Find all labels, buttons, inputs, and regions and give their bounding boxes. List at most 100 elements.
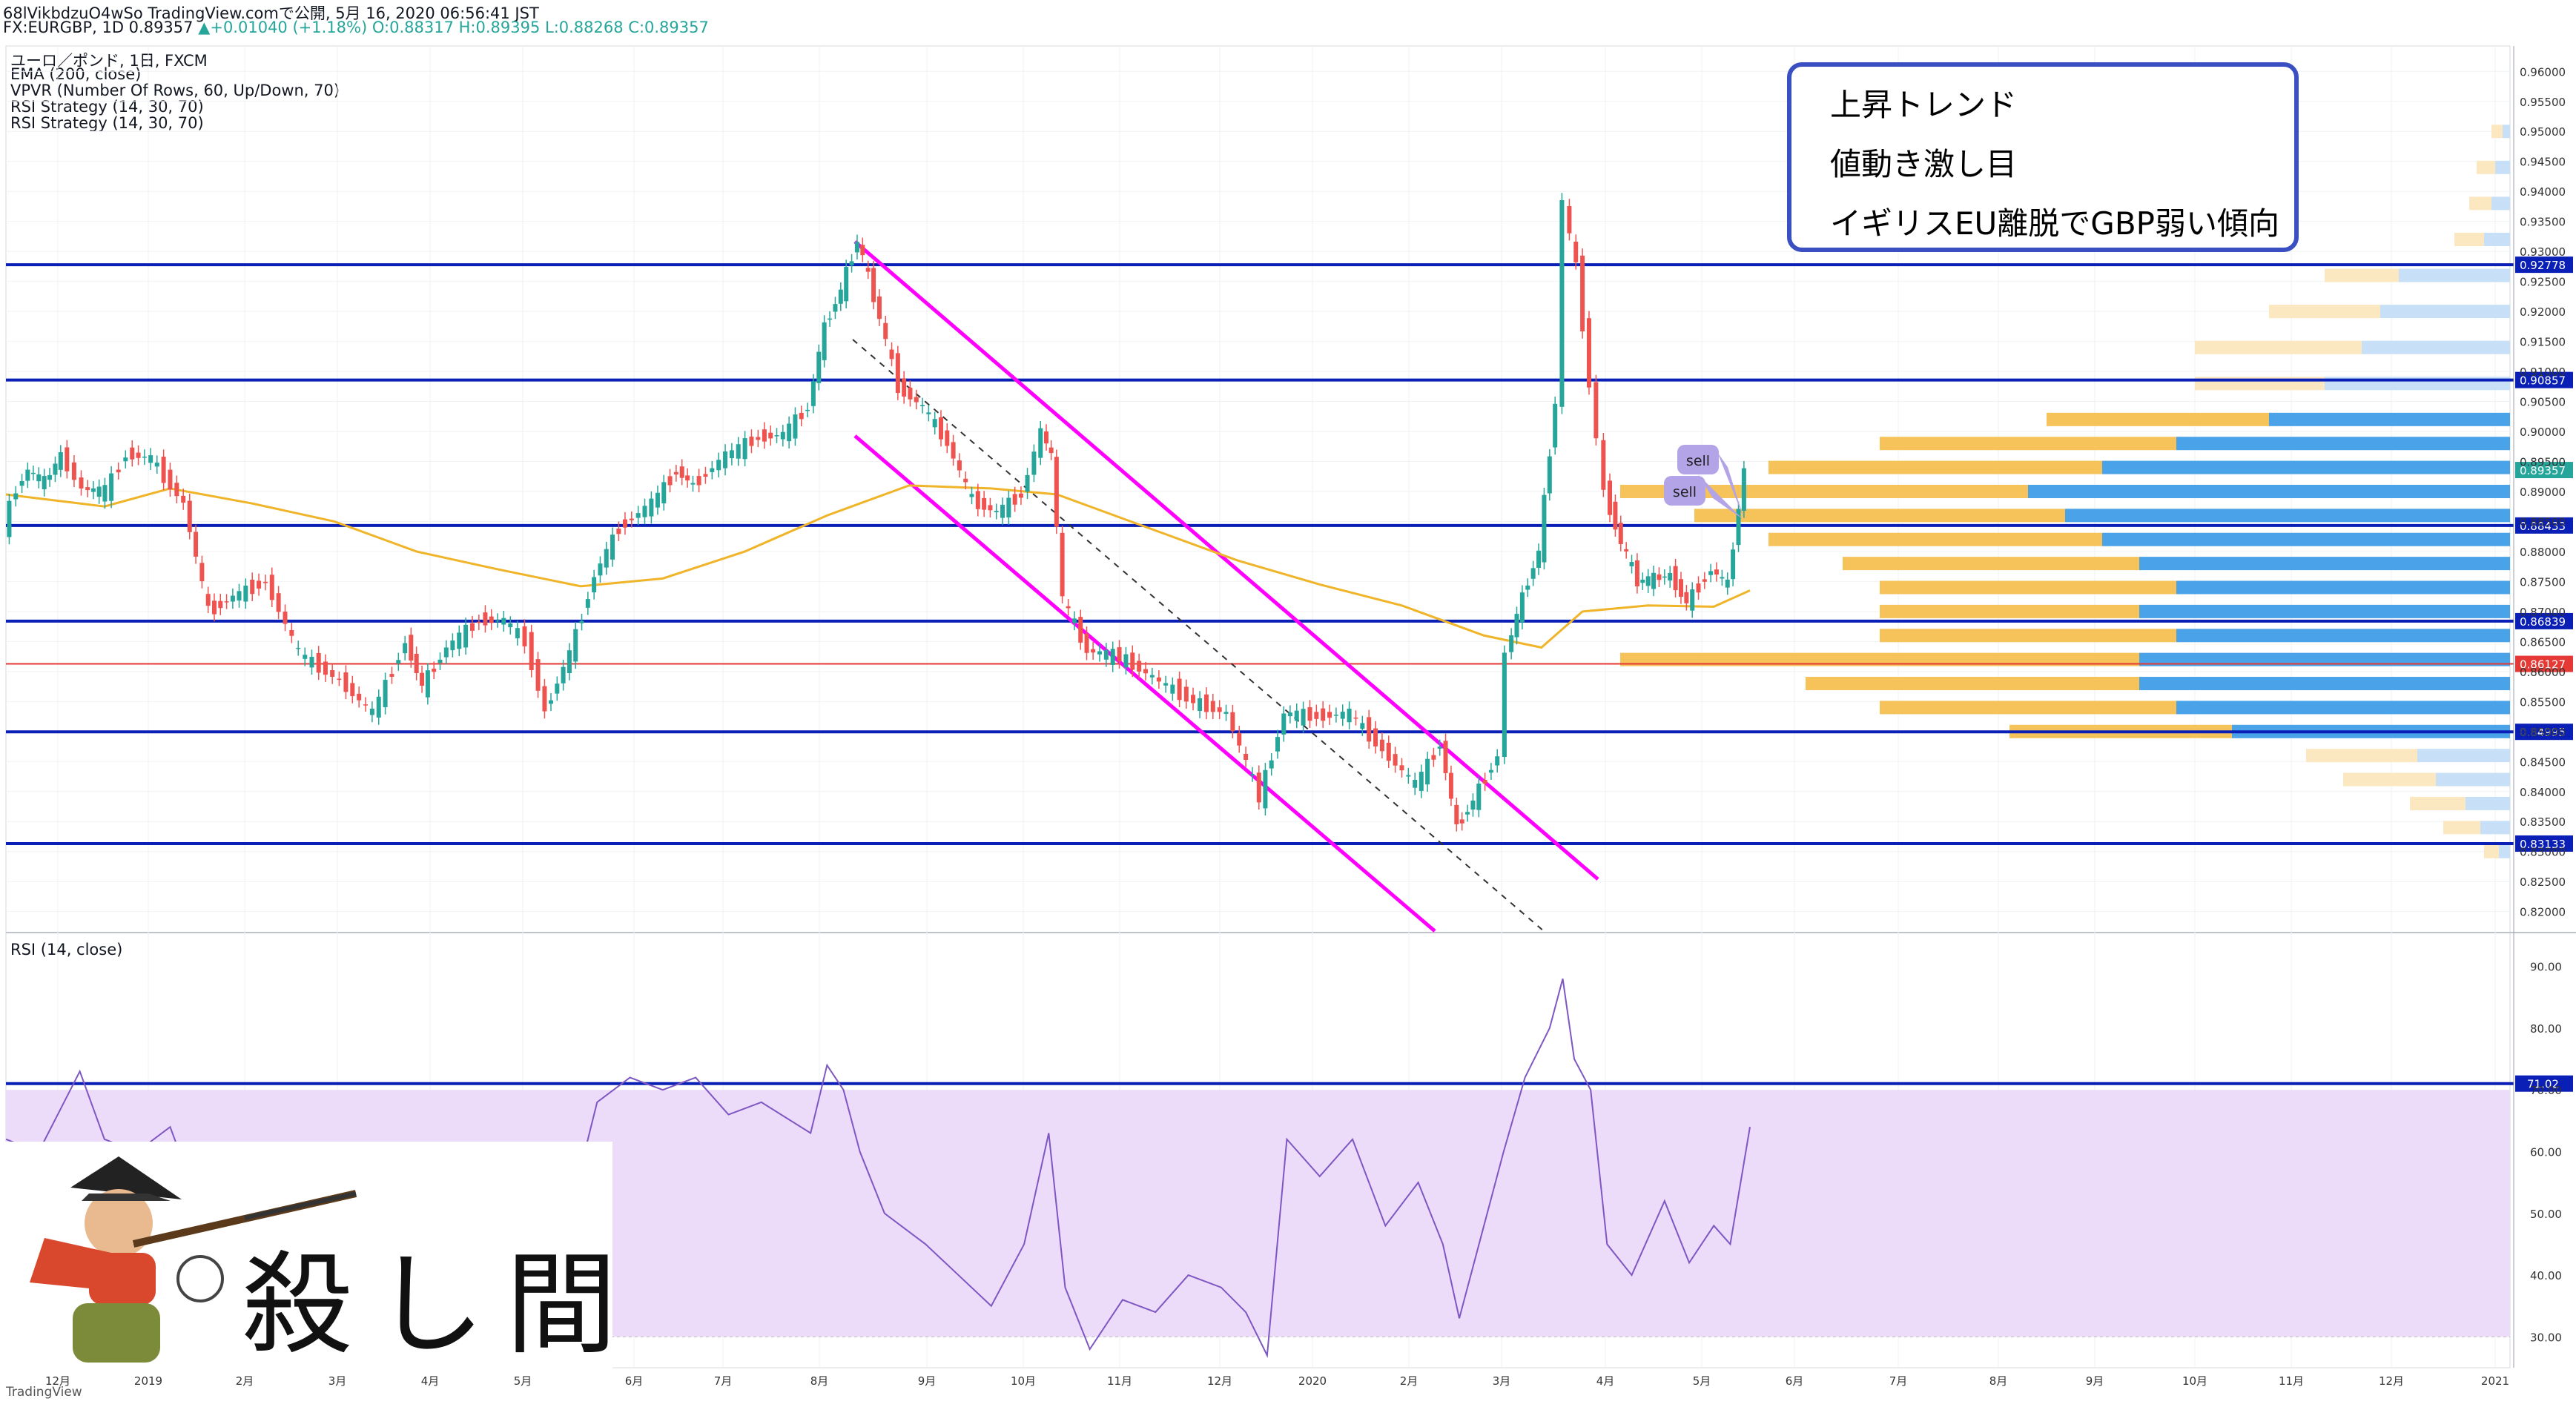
time-tick-label: 2月	[1400, 1374, 1419, 1388]
candle-body	[1509, 635, 1514, 652]
price-tick-label: 0.89500	[2520, 455, 2566, 469]
candle-body	[1613, 501, 1618, 530]
indicator-legend-4[interactable]: RSI Strategy (14, 30, 70)	[10, 114, 204, 132]
candle-body	[1525, 585, 1530, 590]
candle-body	[1594, 382, 1599, 439]
note-line: 値動き激し目	[1830, 146, 2018, 182]
rsi-tick-label: 50.00	[2530, 1208, 2562, 1221]
candle-body	[1137, 661, 1142, 672]
candle-body	[1084, 633, 1089, 653]
candle-body	[1244, 753, 1249, 761]
volume-bar-down	[2503, 125, 2510, 139]
candle-body	[1448, 772, 1453, 799]
tradingview-footer[interactable]: TradingView	[6, 1385, 82, 1400]
candle-body	[1708, 571, 1714, 575]
candle-body	[508, 623, 513, 628]
candle-body	[337, 678, 342, 681]
level-tag	[2515, 256, 2573, 274]
candle-body	[982, 497, 987, 510]
candle-body	[604, 549, 609, 568]
time-tick-label: 9月	[2086, 1374, 2104, 1388]
level-tag-label: 0.83133	[2520, 838, 2566, 851]
volume-bar-down	[2232, 724, 2510, 738]
candle-body	[1281, 713, 1287, 735]
time-tick-label: 3月	[1493, 1374, 1511, 1388]
candle-body	[174, 483, 179, 497]
candle-body	[1294, 710, 1299, 721]
samurai-icon: 殺し間	[30, 1156, 617, 1370]
indicator-legend-3[interactable]: RSI Strategy (14, 30, 70)	[10, 98, 204, 116]
time-tick-label: 10月	[2182, 1374, 2207, 1388]
candle-body	[1018, 493, 1023, 498]
volume-bar-up	[2469, 196, 2491, 211]
candle-body	[53, 463, 58, 475]
candle-body	[573, 629, 578, 662]
volume-bar-up	[2306, 749, 2417, 763]
candle-body	[529, 632, 534, 671]
time-tick-label: 5月	[1693, 1374, 1711, 1388]
candle-body	[96, 486, 102, 497]
candle-body	[756, 437, 761, 440]
price-tick-label: 0.94000	[2520, 185, 2566, 199]
candle-body	[642, 506, 647, 517]
volume-bar-down	[2466, 796, 2510, 810]
price-tick-label: 0.86500	[2520, 635, 2566, 649]
sell-badge	[1677, 445, 1719, 474]
annotation-note: 上昇トレンド 値動き激し目 イギリスEU離脱でGBP弱い傾向	[1787, 62, 2299, 252]
candle-body	[742, 438, 747, 460]
candle-body	[690, 483, 696, 485]
volume-bar-up	[1880, 629, 2176, 643]
candle-body	[592, 577, 597, 592]
time-tick-label: 8月	[810, 1374, 829, 1388]
volume-bar-up	[2343, 772, 2436, 787]
channel-upper-line	[853, 240, 1599, 881]
price-tick-label: 0.94500	[2520, 156, 2566, 169]
candle-body	[1459, 819, 1464, 824]
candle-body	[1542, 494, 1547, 563]
time-tick-label: 10月	[1011, 1374, 1036, 1388]
candle-body	[1720, 577, 1725, 579]
candle-body	[457, 632, 462, 649]
candle-body	[655, 492, 660, 508]
candle-body	[262, 581, 268, 583]
candle-body	[805, 409, 810, 411]
candle-body	[1488, 769, 1493, 773]
time-tick-label: 12月	[1207, 1374, 1232, 1388]
price-change: ▲+0.01040 (+1.18%)	[198, 19, 368, 36]
price-tick-label: 0.92500	[2520, 276, 2566, 289]
volume-bar-down	[2495, 160, 2510, 174]
candle-body	[1482, 779, 1487, 784]
candle-body	[1601, 440, 1606, 490]
candle-body	[1060, 532, 1065, 597]
volume-bar-down	[2176, 580, 2510, 595]
candle-body	[1223, 712, 1229, 714]
candle-body	[1470, 800, 1476, 810]
candle-body	[1031, 451, 1037, 475]
candle-body	[1263, 769, 1268, 809]
volume-bar-up	[1620, 652, 2139, 666]
indicator-legend-2[interactable]: VPVR (Number Of Rows, 60, Up/Down, 70)	[10, 82, 340, 99]
candle-body	[1038, 428, 1043, 458]
volume-bar-up	[1768, 460, 2102, 474]
candle-body	[1741, 468, 1746, 512]
level-tag	[2515, 835, 2573, 852]
candle-body	[969, 494, 974, 497]
candle-body	[309, 657, 314, 668]
candle-body	[1230, 712, 1235, 732]
candle-body	[142, 456, 147, 458]
candle-body	[19, 480, 24, 486]
volume-bar-down	[2176, 437, 2510, 451]
candle-body	[469, 623, 475, 631]
volume-bar-up	[1880, 701, 2176, 715]
time-tick-label: 9月	[918, 1374, 937, 1388]
candle-body	[199, 563, 205, 582]
candle-body	[957, 460, 962, 471]
indicator-legend-1[interactable]: EMA (200, close)	[10, 65, 142, 83]
symbol-label[interactable]: FX:EURGBP, 1D 0.89357	[3, 19, 194, 36]
candle-body	[1547, 456, 1552, 494]
volume-bar-down	[2325, 377, 2510, 391]
rsi-tick-label: 90.00	[2530, 961, 2562, 974]
candle-body	[833, 304, 838, 312]
candle-body	[323, 661, 328, 675]
volume-bar-up	[1880, 580, 2176, 595]
